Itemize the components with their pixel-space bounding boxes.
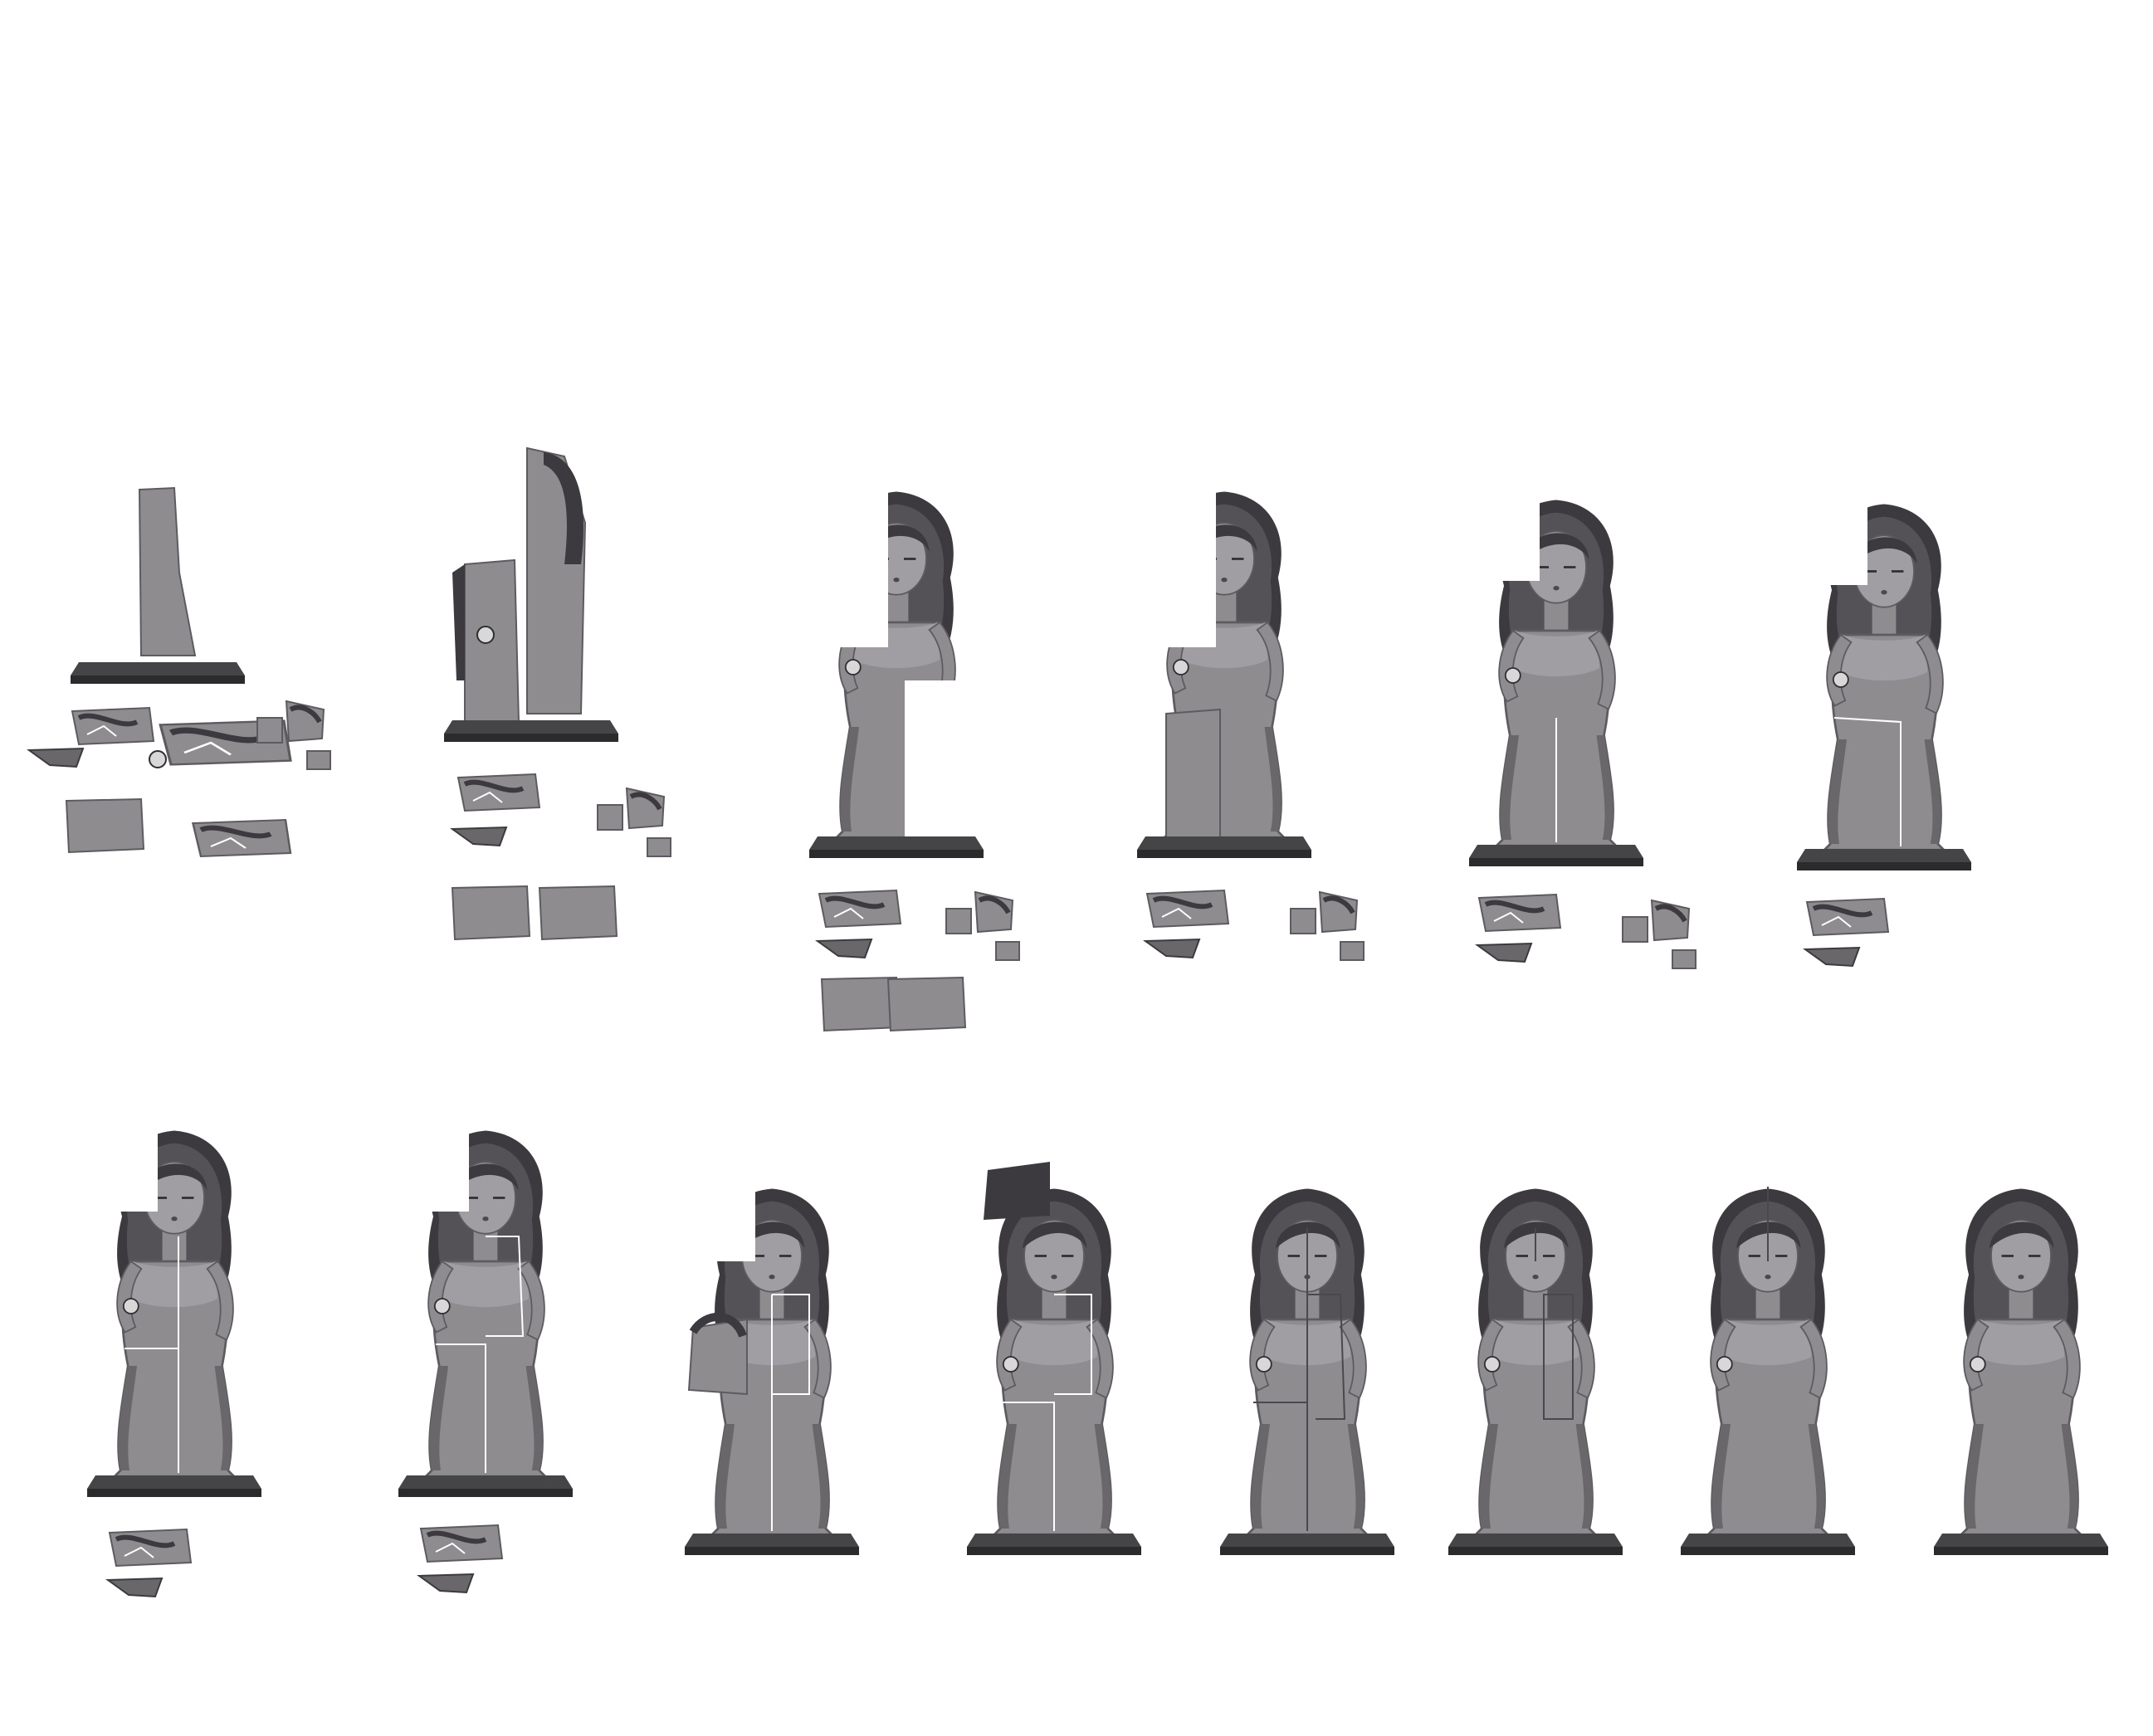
frame-3	[809, 465, 1019, 1031]
frame-12	[1448, 1187, 1623, 1555]
frame-7	[87, 1104, 261, 1597]
frame-2	[444, 446, 671, 940]
frame-1	[28, 486, 330, 856]
frame-6	[1797, 477, 1971, 967]
frame-13	[1681, 1187, 1855, 1555]
frame-11	[1220, 1187, 1394, 1555]
frame-8	[398, 1104, 573, 1593]
frame-10	[967, 1162, 1141, 1555]
frame-9	[685, 1162, 859, 1555]
frame-5	[1469, 473, 1696, 968]
frame-4	[1137, 465, 1364, 960]
frame-14	[1934, 1187, 2108, 1555]
